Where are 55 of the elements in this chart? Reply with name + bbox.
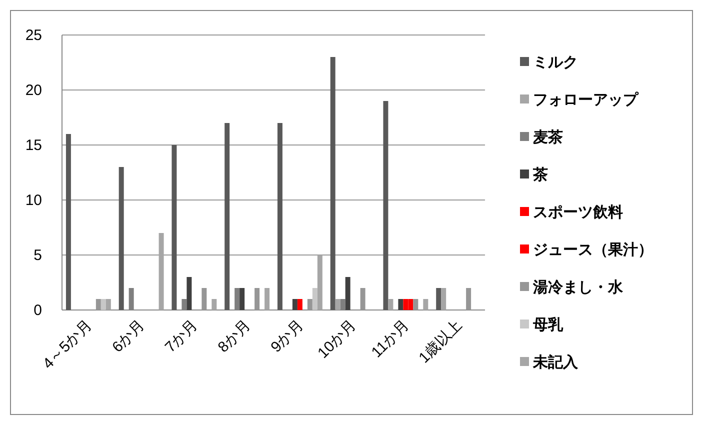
legend-label: 麦茶 (532, 129, 563, 146)
y-tick-label: 5 (34, 247, 42, 264)
y-tick-label: 15 (25, 137, 42, 154)
legend-label: スポーツ飲料 (533, 204, 623, 221)
bar (292, 299, 298, 310)
bar (240, 288, 245, 310)
bar (66, 134, 71, 310)
bar (398, 299, 404, 310)
legend-label: ミルク (533, 54, 578, 71)
x-tick-label: 7か月 (162, 316, 202, 356)
bar (312, 288, 318, 310)
bar (423, 299, 428, 310)
legend-label: 茶 (532, 166, 548, 184)
x-tick-label: 1歳以上 (416, 316, 466, 367)
bar (317, 255, 322, 310)
x-tick-label: 11か月 (368, 316, 413, 362)
bar (330, 57, 336, 310)
bar (360, 288, 366, 310)
bar (106, 299, 111, 310)
bar (436, 288, 442, 310)
bar (388, 299, 394, 310)
bar (264, 288, 270, 310)
x-tick-label: 10か月 (314, 316, 360, 362)
x-tick-label: 9か月 (268, 316, 307, 356)
legend-label: 母乳 (532, 316, 564, 334)
bar (383, 101, 388, 310)
bar (118, 167, 124, 310)
y-tick-label: 25 (25, 27, 42, 44)
legend-label: 湯冷まし・水 (532, 279, 624, 296)
bar (335, 299, 340, 310)
bar (254, 288, 260, 310)
bar (297, 299, 302, 310)
bar (172, 145, 177, 310)
y-tick-label: 20 (25, 82, 42, 99)
legend-label: ジュース（果汁） (533, 242, 653, 258)
bar (202, 288, 207, 310)
x-tick-label: 4～5か月 (40, 316, 96, 372)
bar (158, 233, 164, 310)
bar (345, 277, 350, 310)
bar (224, 123, 230, 310)
y-tick-label: 0 (34, 302, 42, 319)
bar (277, 123, 282, 310)
bar (466, 288, 472, 310)
legend-label: フォローアップ (533, 92, 639, 108)
legend-label: 未記入 (532, 354, 579, 371)
y-tick-label: 10 (25, 192, 42, 209)
x-tick-label: 8か月 (214, 316, 254, 356)
bar (307, 299, 312, 310)
bar (100, 299, 106, 310)
bar (413, 299, 418, 310)
bar (212, 299, 217, 310)
bar (96, 299, 101, 310)
bar (441, 288, 446, 310)
x-tick-label: 6か月 (109, 316, 148, 356)
bar (186, 277, 192, 310)
